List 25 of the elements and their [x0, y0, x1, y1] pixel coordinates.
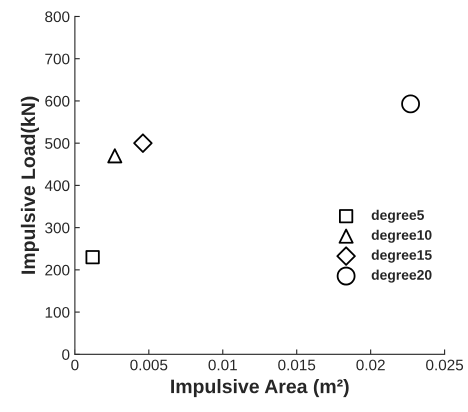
y-axis-title: Impulsive Load(kN) [20, 96, 39, 274]
x-tick-label: 0 [71, 360, 79, 370]
x-tick-label: 0.005 [130, 360, 168, 370]
x-tick-label: 0.025 [426, 360, 464, 370]
y-tick-label: 700 [45, 54, 70, 64]
y-tick-label: 200 [45, 264, 70, 276]
legend-label: degree15 [372, 250, 432, 263]
point [86, 250, 100, 264]
point [107, 148, 122, 164]
y-tick-label: 100 [46, 306, 70, 318]
legend-label: degree20 [372, 270, 432, 283]
x-tick-label: 0.015 [278, 360, 316, 370]
y-tick-label: 800 [45, 11, 70, 22]
y-tick-label: 300 [45, 222, 70, 234]
point [133, 133, 153, 153]
x-tick-label: 0.01 [208, 360, 237, 370]
point [401, 94, 420, 114]
y-tick-label: 500 [45, 138, 70, 149]
y-tick-label: 400 [44, 180, 70, 192]
y-tick-label: 600 [45, 96, 70, 107]
legend-label: degree10 [372, 230, 432, 243]
legend-label: degree5 [372, 210, 424, 223]
x-tick-label: 0.02 [356, 360, 385, 370]
y-tick-label: 0 [62, 349, 70, 360]
x-axis-title: Impulsive Area (m²) [171, 378, 349, 398]
